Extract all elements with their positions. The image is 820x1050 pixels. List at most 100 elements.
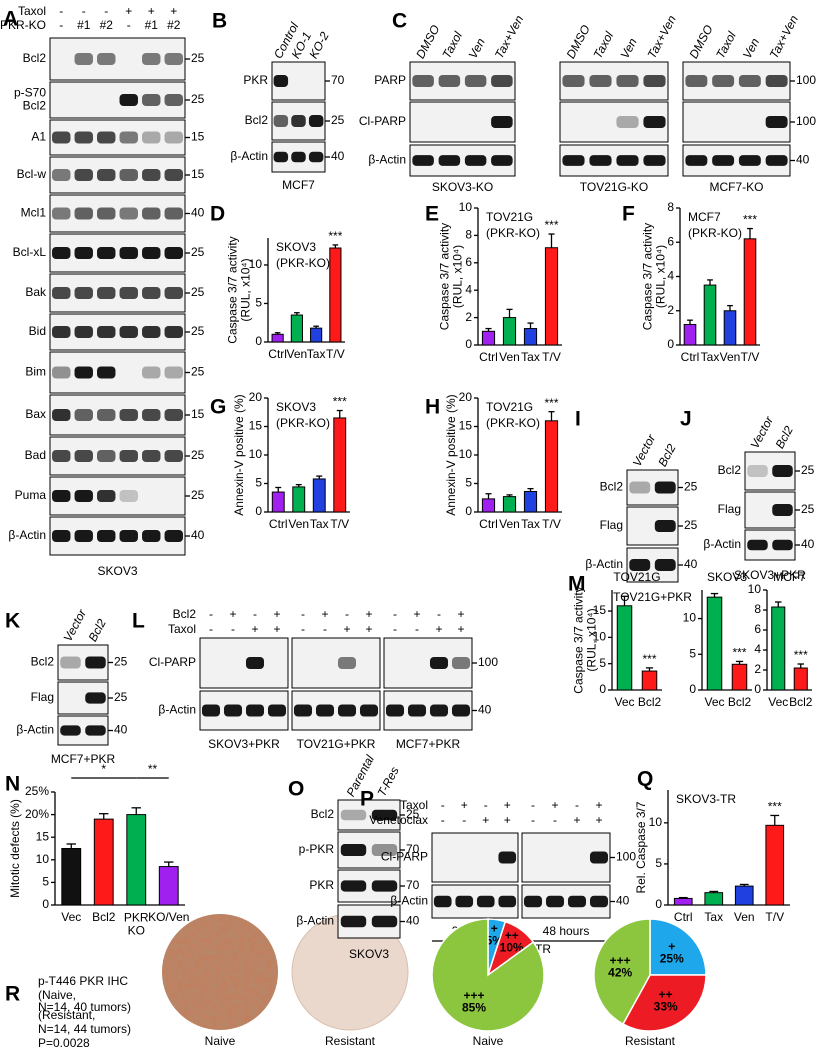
row-label: β-Actin bbox=[390, 894, 428, 908]
row-label: Flag bbox=[600, 518, 623, 532]
x-tick-label: T/V bbox=[741, 350, 760, 364]
blot-band bbox=[523, 895, 543, 908]
header-cell: - bbox=[253, 607, 257, 621]
row-label: Bak bbox=[25, 285, 47, 299]
chart-subtitle: (PKR-KO) bbox=[276, 416, 330, 430]
blot-band bbox=[52, 131, 71, 144]
blot-band bbox=[119, 287, 138, 299]
bar bbox=[731, 663, 748, 691]
y-tick-label: 2 bbox=[667, 303, 674, 317]
y-tick-label: 10 bbox=[593, 630, 607, 644]
x-tick-label: Bcl2 bbox=[638, 695, 662, 709]
header-cell: + bbox=[461, 798, 468, 812]
blot-band bbox=[273, 115, 289, 127]
blot-band bbox=[142, 366, 161, 379]
bar bbox=[616, 605, 633, 691]
y-tick-label: 4 bbox=[465, 282, 472, 296]
blot-band bbox=[491, 75, 513, 87]
header-cell: - bbox=[437, 607, 441, 621]
blot-band bbox=[119, 409, 138, 421]
row-label: PARP bbox=[374, 73, 406, 87]
x-tick-label: Ctrl bbox=[268, 347, 287, 361]
bar bbox=[329, 247, 342, 343]
ihc-texture bbox=[162, 914, 278, 1030]
blot-band bbox=[340, 844, 367, 856]
marker-label: 40 bbox=[478, 703, 492, 717]
marker-label: 15 bbox=[191, 167, 205, 181]
blot-strip bbox=[49, 156, 186, 194]
pie-label: 42% bbox=[608, 966, 632, 980]
x-tick-label: Vec bbox=[61, 910, 81, 924]
blot-band bbox=[765, 116, 788, 128]
row-label: Bcl2 bbox=[311, 807, 335, 821]
panel-letter: C bbox=[392, 10, 407, 33]
y-tick-label: 10 bbox=[459, 200, 473, 214]
marker-label: 40 bbox=[331, 149, 345, 163]
column-label: Vector bbox=[748, 413, 777, 451]
y-tick-label: 10 bbox=[249, 447, 263, 461]
blot-band bbox=[74, 207, 93, 220]
blot-band bbox=[643, 155, 666, 166]
y-tick-label: 5 bbox=[255, 296, 262, 310]
marker-label: 100 bbox=[796, 73, 816, 87]
row-label: Cl-PARP bbox=[149, 655, 196, 669]
blot-band bbox=[340, 915, 367, 928]
panel-letter: Q bbox=[637, 768, 653, 791]
chart-title: SKOV3 bbox=[707, 570, 747, 584]
column-label: Vector bbox=[61, 606, 90, 644]
chart-subtitle: (PKR-KO) bbox=[276, 256, 330, 270]
row-label: Bcl2 bbox=[600, 480, 624, 494]
row-label: Bcl2 bbox=[23, 51, 47, 65]
x-tick-label: Tax bbox=[521, 517, 540, 531]
y-tick-label: 8 bbox=[667, 200, 674, 214]
blot-band bbox=[772, 465, 793, 477]
marker-label: 25 bbox=[114, 655, 128, 669]
blot-band bbox=[164, 169, 183, 181]
blot-band bbox=[60, 656, 81, 669]
y-tick-label: 10 bbox=[36, 852, 50, 866]
x-tick-label: Ven bbox=[720, 350, 741, 364]
y-tick-label: 8 bbox=[754, 602, 761, 616]
blot-band bbox=[747, 539, 768, 551]
blot-strip bbox=[49, 81, 186, 119]
blot-band bbox=[491, 155, 513, 166]
column-label: DMSO bbox=[686, 23, 715, 61]
group-caption: SKOV3+PKR bbox=[208, 737, 280, 751]
row-label: Bcl2 bbox=[245, 113, 269, 127]
row-label: p-PKR bbox=[299, 842, 335, 856]
marker-label: 25 bbox=[191, 488, 205, 502]
panel-letter: K bbox=[5, 610, 20, 633]
blot-band bbox=[52, 169, 71, 181]
header-cell: #2 bbox=[167, 18, 181, 32]
column-label: Ven bbox=[740, 36, 762, 61]
row-label: Bcl2 bbox=[718, 463, 742, 477]
y-tick-label: 15 bbox=[249, 419, 263, 433]
caption: SKOV3 bbox=[97, 564, 137, 578]
y-tick-label: 20 bbox=[249, 390, 263, 404]
marker-label: 40 bbox=[191, 528, 205, 542]
bar bbox=[743, 238, 757, 346]
blot-band bbox=[97, 326, 116, 338]
blot-band bbox=[97, 450, 116, 462]
blot-band bbox=[772, 539, 793, 551]
row-label: β-Actin bbox=[158, 703, 196, 717]
blot-strip bbox=[49, 476, 186, 516]
bar bbox=[523, 328, 538, 346]
caption: MCF7+PKR bbox=[51, 752, 116, 766]
row-label: Bcl-w bbox=[17, 167, 47, 181]
x-tick-label: Vec bbox=[768, 695, 788, 709]
blot-band bbox=[245, 704, 265, 717]
y-axis-label: (RUL, x10⁴) bbox=[654, 245, 668, 308]
blot-band bbox=[685, 75, 708, 87]
blot-band bbox=[273, 75, 289, 87]
marker-label: 100 bbox=[478, 655, 498, 669]
column-label: Vector bbox=[630, 431, 659, 469]
blot-band bbox=[643, 116, 666, 128]
y-tick-label: 8 bbox=[465, 228, 472, 242]
x-tick-label: Ven bbox=[287, 347, 308, 361]
y-axis-label: Rel. Caspase 3/7 bbox=[634, 801, 648, 893]
column-label: Ven bbox=[466, 36, 488, 61]
y-axis-label: Caspase 3/7 activity bbox=[641, 223, 655, 330]
blot-strip bbox=[271, 61, 326, 101]
panel-letter: P bbox=[360, 788, 374, 811]
